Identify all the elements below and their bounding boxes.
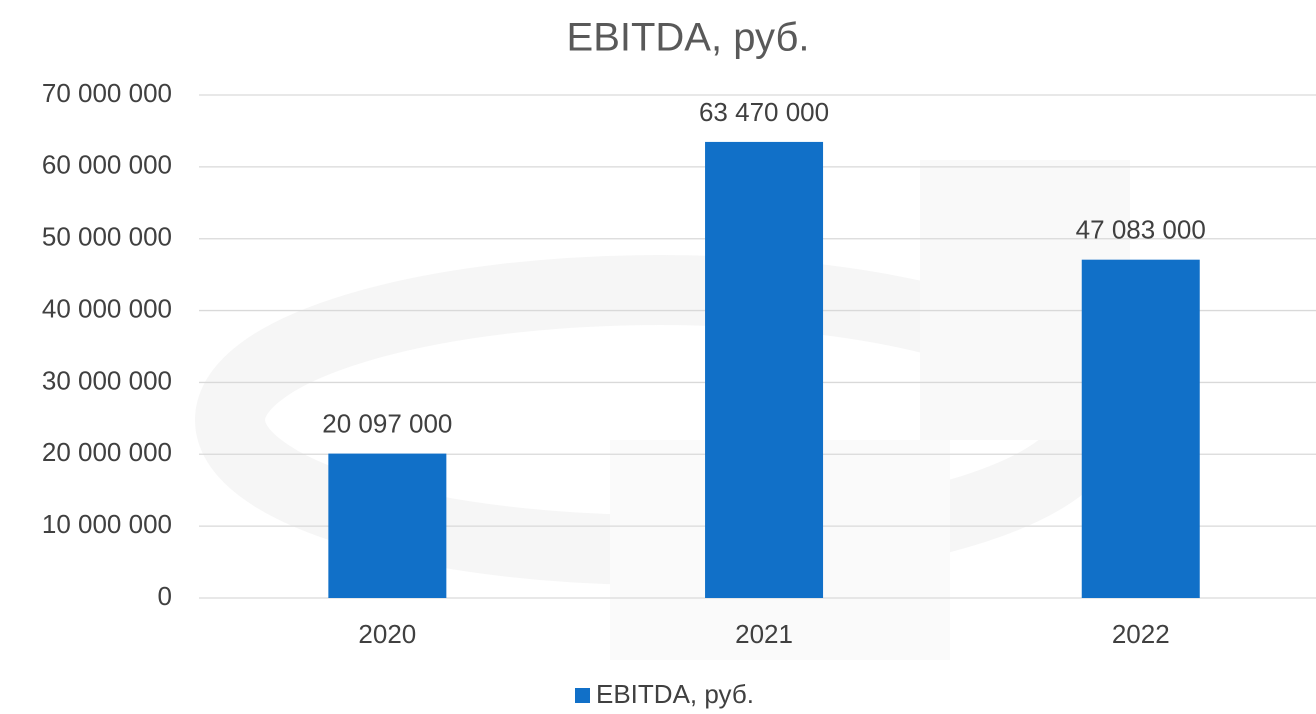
y-tick-label: 60 000 000 [42, 150, 172, 180]
chart-title: EBITDA, руб. [567, 16, 810, 60]
bar [705, 141, 824, 598]
bar [1081, 259, 1200, 598]
legend-swatch [575, 688, 590, 703]
x-tick-label: 2021 [735, 619, 793, 649]
y-tick-label: 0 [158, 581, 172, 611]
x-tick-label: 2022 [1112, 619, 1170, 649]
data-label: 63 470 000 [699, 97, 829, 127]
x-tick-label: 2020 [358, 619, 416, 649]
y-tick-label: 40 000 000 [42, 293, 172, 323]
y-tick-label: 70 000 000 [42, 78, 172, 108]
data-label: 20 097 000 [322, 408, 452, 438]
y-tick-label: 20 000 000 [42, 437, 172, 467]
bar [328, 453, 447, 598]
data-label: 47 083 000 [1076, 215, 1206, 245]
legend-label: EBITDA, руб. [596, 679, 754, 709]
y-tick-label: 30 000 000 [42, 365, 172, 395]
y-tick-label: 10 000 000 [42, 509, 172, 539]
y-tick-label: 50 000 000 [42, 222, 172, 252]
